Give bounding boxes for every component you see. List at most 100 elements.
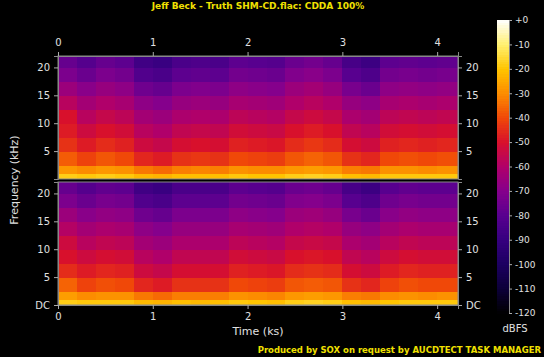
- heatmap-cell: [229, 123, 249, 138]
- heatmap-cell: [191, 235, 211, 250]
- heatmap-cell: [304, 81, 324, 96]
- heatmap-cell: [115, 95, 135, 110]
- heatmap-cell: [361, 207, 381, 222]
- heatmap-cell: [267, 56, 287, 68]
- heatmap-cell: [418, 123, 438, 138]
- heatmap-cell: [342, 137, 362, 152]
- colorbar-tick-mark: [509, 142, 512, 143]
- heatmap-cell: [342, 173, 362, 179]
- heatmap-cells: [58, 182, 458, 305]
- heatmap-cell: [96, 81, 116, 96]
- colorbar-tick: -30: [509, 89, 530, 99]
- y-right-tick-mark: [458, 95, 462, 96]
- heatmap-cell: [304, 67, 324, 82]
- x-top-tick-mark: [153, 52, 154, 56]
- heatmap-cell: [342, 193, 362, 208]
- heatmap-cell: [361, 263, 381, 278]
- heatmap-cell: [248, 291, 268, 300]
- y-right-tick-label: 10: [466, 244, 479, 255]
- heatmap-cell: [115, 263, 135, 278]
- heatmap-cell: [210, 81, 230, 96]
- axis-line: [459, 57, 463, 180]
- heatmap-cell: [399, 249, 419, 264]
- y-left-tick-label: 10: [37, 118, 50, 129]
- heatmap-cell: [399, 67, 419, 82]
- heatmap-cell: [248, 67, 268, 82]
- heatmap-cell: [77, 165, 97, 174]
- heatmap-cell: [342, 151, 362, 166]
- colorbar-axis: +0-10-20-30-40-50-60-70-80-90-100-110-12…: [509, 15, 536, 318]
- footer: Produced by SOX on request by AUCDTECT T…: [258, 345, 542, 355]
- heatmap-cell: [210, 137, 230, 152]
- y-axis-left: DC5101520: [35, 183, 58, 311]
- heatmap-cell: [285, 263, 305, 278]
- colorbar-tick-label: -110: [515, 284, 536, 294]
- heatmap-cell: [342, 56, 362, 68]
- heatmap-cell: [380, 95, 400, 110]
- heatmap-cell: [418, 235, 438, 250]
- heatmap-cell: [323, 173, 343, 179]
- colorbar-tick-label: -10: [515, 40, 530, 50]
- heatmap-cell: [267, 81, 287, 96]
- heatmap-cell: [96, 123, 116, 138]
- heatmap-cell: [153, 56, 173, 68]
- x-bottom-tick-label: 2: [245, 311, 251, 322]
- heatmap-cell: [437, 95, 458, 110]
- heatmap-cell: [323, 109, 343, 124]
- colorbar-tick: -40: [509, 113, 530, 123]
- heatmap-cell: [115, 165, 135, 174]
- y-left-tick-mark: [54, 67, 58, 68]
- heatmap-cell: [172, 207, 192, 222]
- x-bottom-tick: 3: [340, 305, 346, 322]
- heatmap-cell: [191, 56, 211, 68]
- heatmap-cell: [342, 81, 362, 96]
- heatmap-cell: [134, 193, 154, 208]
- heatmap-cell: [229, 109, 249, 124]
- colorbar-tick: +0: [509, 15, 529, 25]
- colorbar-tick: -120: [509, 308, 536, 318]
- heatmap-cell: [418, 299, 438, 305]
- heatmap-cell: [418, 173, 438, 179]
- heatmap-cell: [77, 291, 97, 300]
- y-right-tick: 15: [458, 216, 479, 227]
- heatmap-cell: [380, 182, 400, 194]
- heatmap-cell: [96, 109, 116, 124]
- heatmap-cell: [58, 299, 78, 305]
- heatmap-cell: [361, 173, 381, 179]
- heatmap-cell: [323, 137, 343, 152]
- colorbar-tick-label: -40: [515, 113, 530, 123]
- colorbar-tick-label: -30: [515, 89, 530, 99]
- heatmap-cell: [285, 67, 305, 82]
- heatmap-cell: [153, 207, 173, 222]
- heatmap-cell: [437, 249, 458, 264]
- heatmap-cell: [96, 291, 116, 300]
- heatmap-cell: [58, 123, 78, 138]
- heatmap-cell: [134, 123, 154, 138]
- heatmap-cell: [248, 56, 268, 68]
- heatmap-cell: [361, 182, 381, 194]
- x-top-tick: 0: [55, 37, 61, 56]
- heatmap-cell: [77, 277, 97, 292]
- heatmap-cell: [285, 123, 305, 138]
- heatmap-cell: [96, 67, 116, 82]
- heatmap-cell: [134, 81, 154, 96]
- y-right-tick-mark: [458, 193, 462, 194]
- heatmap-cell: [229, 165, 249, 174]
- heatmap-cell: [58, 221, 78, 236]
- heatmap-cell: [191, 67, 211, 82]
- heatmap-cell: [380, 221, 400, 236]
- y-left-tick: 20: [37, 62, 58, 73]
- heatmap-cell: [248, 207, 268, 222]
- heatmap-cell: [380, 151, 400, 166]
- y-right-tick-label: 5: [466, 272, 472, 283]
- heatmap-cell: [58, 173, 78, 179]
- heatmap-cell: [172, 182, 192, 194]
- heatmap-cell: [267, 137, 287, 152]
- colorbar-tick: -110: [509, 284, 536, 294]
- heatmap-cell: [172, 277, 192, 292]
- y-right-tick: 10: [458, 244, 479, 255]
- heatmap-cell: [229, 235, 249, 250]
- colorbar-tick: -50: [509, 137, 530, 147]
- heatmap-cell: [134, 173, 154, 179]
- heatmap-cell: [58, 81, 78, 96]
